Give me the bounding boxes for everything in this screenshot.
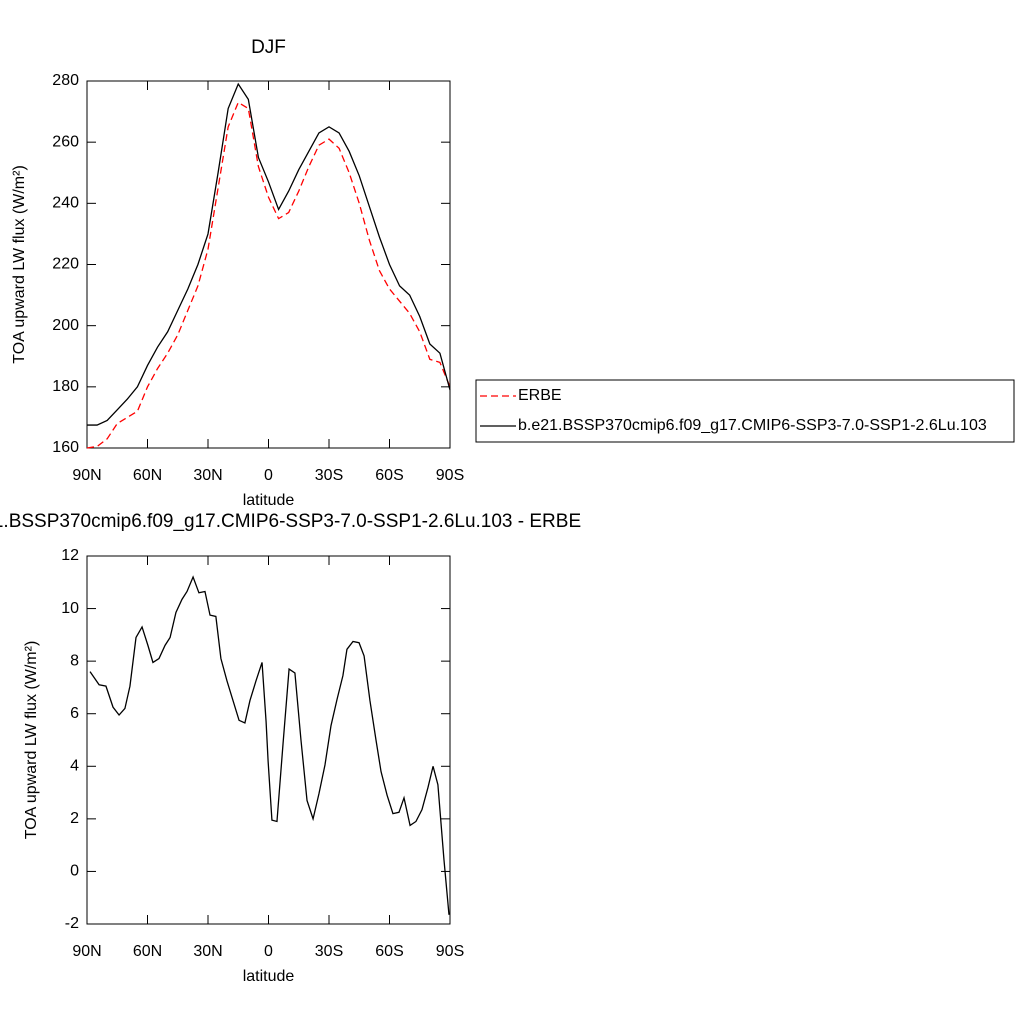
y-tick-label: 4 bbox=[70, 758, 79, 775]
x-tick-label: 30S bbox=[315, 467, 343, 484]
x-axis-label: latitude bbox=[243, 492, 295, 509]
y-tick-label: 200 bbox=[52, 317, 79, 334]
x-tick-label: 30N bbox=[193, 943, 222, 960]
x-axis-label: latitude bbox=[243, 968, 295, 985]
y-axis-label: TOA upward LW flux (W/m²) bbox=[23, 641, 40, 840]
data-line bbox=[89, 575, 450, 915]
legend-box bbox=[475, 379, 1015, 443]
y-tick-label: 10 bbox=[61, 600, 79, 617]
y-tick-label: 0 bbox=[70, 863, 79, 880]
y-tick-label: -2 bbox=[65, 915, 79, 932]
x-tick-label: 60N bbox=[133, 943, 162, 960]
x-tick-label: 30S bbox=[315, 943, 343, 960]
x-tick-label: 60N bbox=[133, 467, 162, 484]
x-tick-label: 90N bbox=[72, 943, 101, 960]
y-tick-label: 8 bbox=[70, 652, 79, 669]
legend-label: b.e21.BSSP370cmip6.f09_g17.CMIP6-SSP3-7.… bbox=[518, 417, 987, 434]
plot-frame bbox=[86, 555, 451, 925]
y-tick-label: 240 bbox=[52, 195, 79, 212]
chart-title: DJF bbox=[251, 37, 286, 58]
y-axis-label: TOA upward LW flux (W/m²) bbox=[11, 165, 28, 364]
y-tick-label: 12 bbox=[61, 547, 79, 564]
data-line bbox=[86, 101, 451, 449]
legend-label: ERBE bbox=[518, 387, 562, 404]
x-tick-label: 0 bbox=[264, 467, 273, 484]
y-tick-label: 260 bbox=[52, 133, 79, 150]
x-tick-label: 30N bbox=[193, 467, 222, 484]
y-tick-label: 280 bbox=[52, 72, 79, 89]
y-tick-label: 6 bbox=[70, 705, 79, 722]
x-tick-label: 60S bbox=[375, 467, 403, 484]
x-tick-label: 90S bbox=[436, 943, 464, 960]
x-tick-label: 60S bbox=[375, 943, 403, 960]
y-tick-label: 220 bbox=[52, 256, 79, 273]
data-line bbox=[87, 82, 451, 426]
y-tick-label: 180 bbox=[52, 378, 79, 395]
x-tick-label: 0 bbox=[264, 943, 273, 960]
chart-title: b.e21.BSSP370cmip6.f09_g17.CMIP6-SSP3-7.… bbox=[0, 511, 581, 532]
plot-frame bbox=[86, 80, 451, 449]
y-tick-label: 160 bbox=[52, 439, 79, 456]
y-tick-label: 2 bbox=[70, 810, 79, 827]
x-tick-label: 90S bbox=[436, 467, 464, 484]
x-tick-label: 90N bbox=[72, 467, 101, 484]
